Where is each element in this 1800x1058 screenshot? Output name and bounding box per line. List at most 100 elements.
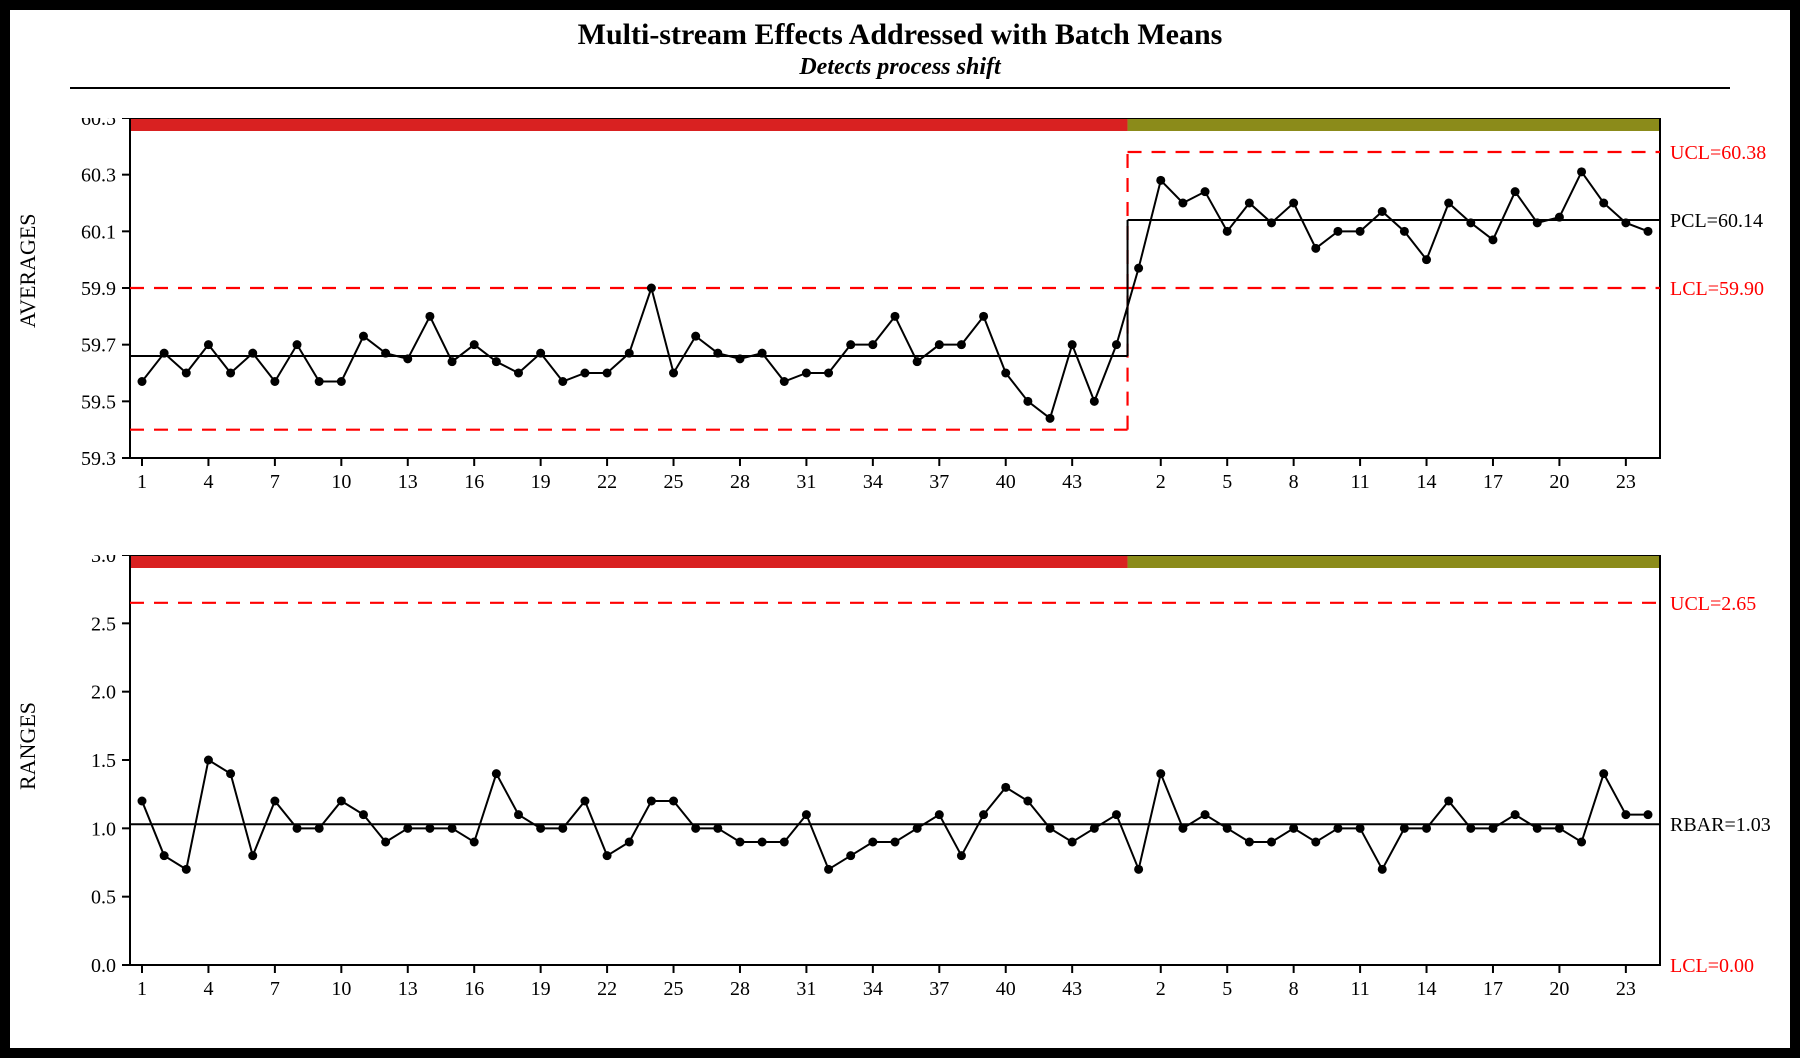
lcl-label: LCL=0.00 bbox=[1670, 955, 1754, 977]
phase2-bar bbox=[1128, 556, 1659, 568]
data-point bbox=[957, 851, 966, 860]
data-point bbox=[868, 838, 877, 847]
data-point bbox=[1046, 824, 1055, 833]
data-point bbox=[226, 369, 235, 378]
data-point bbox=[913, 357, 922, 366]
data-point bbox=[337, 377, 346, 386]
svg-text:4: 4 bbox=[203, 978, 213, 1000]
svg-text:23: 23 bbox=[1616, 471, 1636, 493]
data-point bbox=[448, 357, 457, 366]
svg-text:2: 2 bbox=[1156, 978, 1166, 1000]
data-point bbox=[780, 838, 789, 847]
svg-text:23: 23 bbox=[1616, 978, 1636, 1000]
data-point bbox=[1577, 838, 1586, 847]
data-point bbox=[824, 369, 833, 378]
data-point bbox=[536, 349, 545, 358]
data-point bbox=[1400, 824, 1409, 833]
data-point bbox=[1311, 244, 1320, 253]
data-point bbox=[1356, 227, 1365, 236]
data-point bbox=[1156, 769, 1165, 778]
data-point bbox=[359, 810, 368, 819]
data-point bbox=[1378, 207, 1387, 216]
data-point bbox=[1333, 227, 1342, 236]
data-point bbox=[1178, 199, 1187, 208]
data-point bbox=[138, 377, 147, 386]
data-point bbox=[713, 824, 722, 833]
data-point bbox=[1112, 810, 1121, 819]
data-point bbox=[1201, 810, 1210, 819]
data-point bbox=[891, 838, 900, 847]
data-point bbox=[691, 332, 700, 341]
data-point bbox=[492, 769, 501, 778]
data-point bbox=[359, 332, 368, 341]
data-point bbox=[1621, 810, 1630, 819]
data-point bbox=[1267, 218, 1276, 227]
data-point bbox=[1378, 865, 1387, 874]
svg-text:5: 5 bbox=[1222, 978, 1232, 1000]
svg-text:17: 17 bbox=[1483, 978, 1503, 1000]
data-point bbox=[403, 354, 412, 363]
data-point bbox=[1356, 824, 1365, 833]
svg-text:25: 25 bbox=[664, 978, 684, 1000]
svg-text:7: 7 bbox=[270, 978, 280, 1000]
data-point bbox=[647, 284, 656, 293]
data-point bbox=[1023, 397, 1032, 406]
svg-text:37: 37 bbox=[929, 471, 949, 493]
data-point bbox=[1156, 176, 1165, 185]
data-point bbox=[735, 838, 744, 847]
data-point bbox=[1289, 824, 1298, 833]
svg-text:10: 10 bbox=[331, 471, 351, 493]
data-point bbox=[1267, 838, 1276, 847]
data-point bbox=[1001, 369, 1010, 378]
data-point bbox=[514, 369, 523, 378]
data-point bbox=[735, 354, 744, 363]
data-point bbox=[802, 369, 811, 378]
data-point bbox=[448, 824, 457, 833]
data-point bbox=[425, 312, 434, 321]
data-point bbox=[293, 340, 302, 349]
data-point bbox=[381, 349, 390, 358]
data-point bbox=[1245, 838, 1254, 847]
ucl-label: UCL=60.38 bbox=[1670, 142, 1766, 164]
ucl-label: UCL=2.65 bbox=[1670, 593, 1756, 615]
svg-text:59.5: 59.5 bbox=[81, 391, 116, 413]
svg-text:11: 11 bbox=[1350, 471, 1369, 493]
svg-text:13: 13 bbox=[398, 978, 418, 1000]
data-point bbox=[647, 797, 656, 806]
data-point bbox=[1555, 824, 1564, 833]
lcl-label: LCL=59.90 bbox=[1670, 278, 1764, 300]
data-point bbox=[713, 349, 722, 358]
data-point bbox=[381, 838, 390, 847]
rbar-label: RBAR=1.03 bbox=[1670, 814, 1771, 836]
data-point bbox=[935, 340, 944, 349]
svg-text:16: 16 bbox=[464, 471, 484, 493]
data-point bbox=[1444, 797, 1453, 806]
svg-text:34: 34 bbox=[863, 978, 883, 1000]
svg-text:31: 31 bbox=[796, 471, 816, 493]
data-point bbox=[1223, 227, 1232, 236]
data-point bbox=[580, 369, 589, 378]
data-point bbox=[1134, 865, 1143, 874]
y-axis-label: AVERAGES bbox=[15, 213, 41, 328]
data-point bbox=[1023, 797, 1032, 806]
main-title: Multi-stream Effects Addressed with Batc… bbox=[10, 18, 1790, 52]
data-point bbox=[1422, 255, 1431, 264]
data-point bbox=[492, 357, 501, 366]
svg-text:19: 19 bbox=[531, 471, 551, 493]
data-point bbox=[1090, 397, 1099, 406]
data-point bbox=[1311, 838, 1320, 847]
data-point bbox=[248, 851, 257, 860]
data-point bbox=[979, 810, 988, 819]
pcl-label: PCL=60.14 bbox=[1670, 210, 1763, 232]
svg-text:5: 5 bbox=[1222, 471, 1232, 493]
data-point bbox=[1289, 199, 1298, 208]
svg-text:59.7: 59.7 bbox=[81, 335, 116, 357]
data-point bbox=[1533, 824, 1542, 833]
svg-text:37: 37 bbox=[929, 978, 949, 1000]
svg-text:28: 28 bbox=[730, 471, 750, 493]
data-point bbox=[470, 340, 479, 349]
data-point bbox=[1466, 218, 1475, 227]
data-point bbox=[824, 865, 833, 874]
data-point bbox=[1201, 187, 1210, 196]
svg-text:43: 43 bbox=[1062, 471, 1082, 493]
